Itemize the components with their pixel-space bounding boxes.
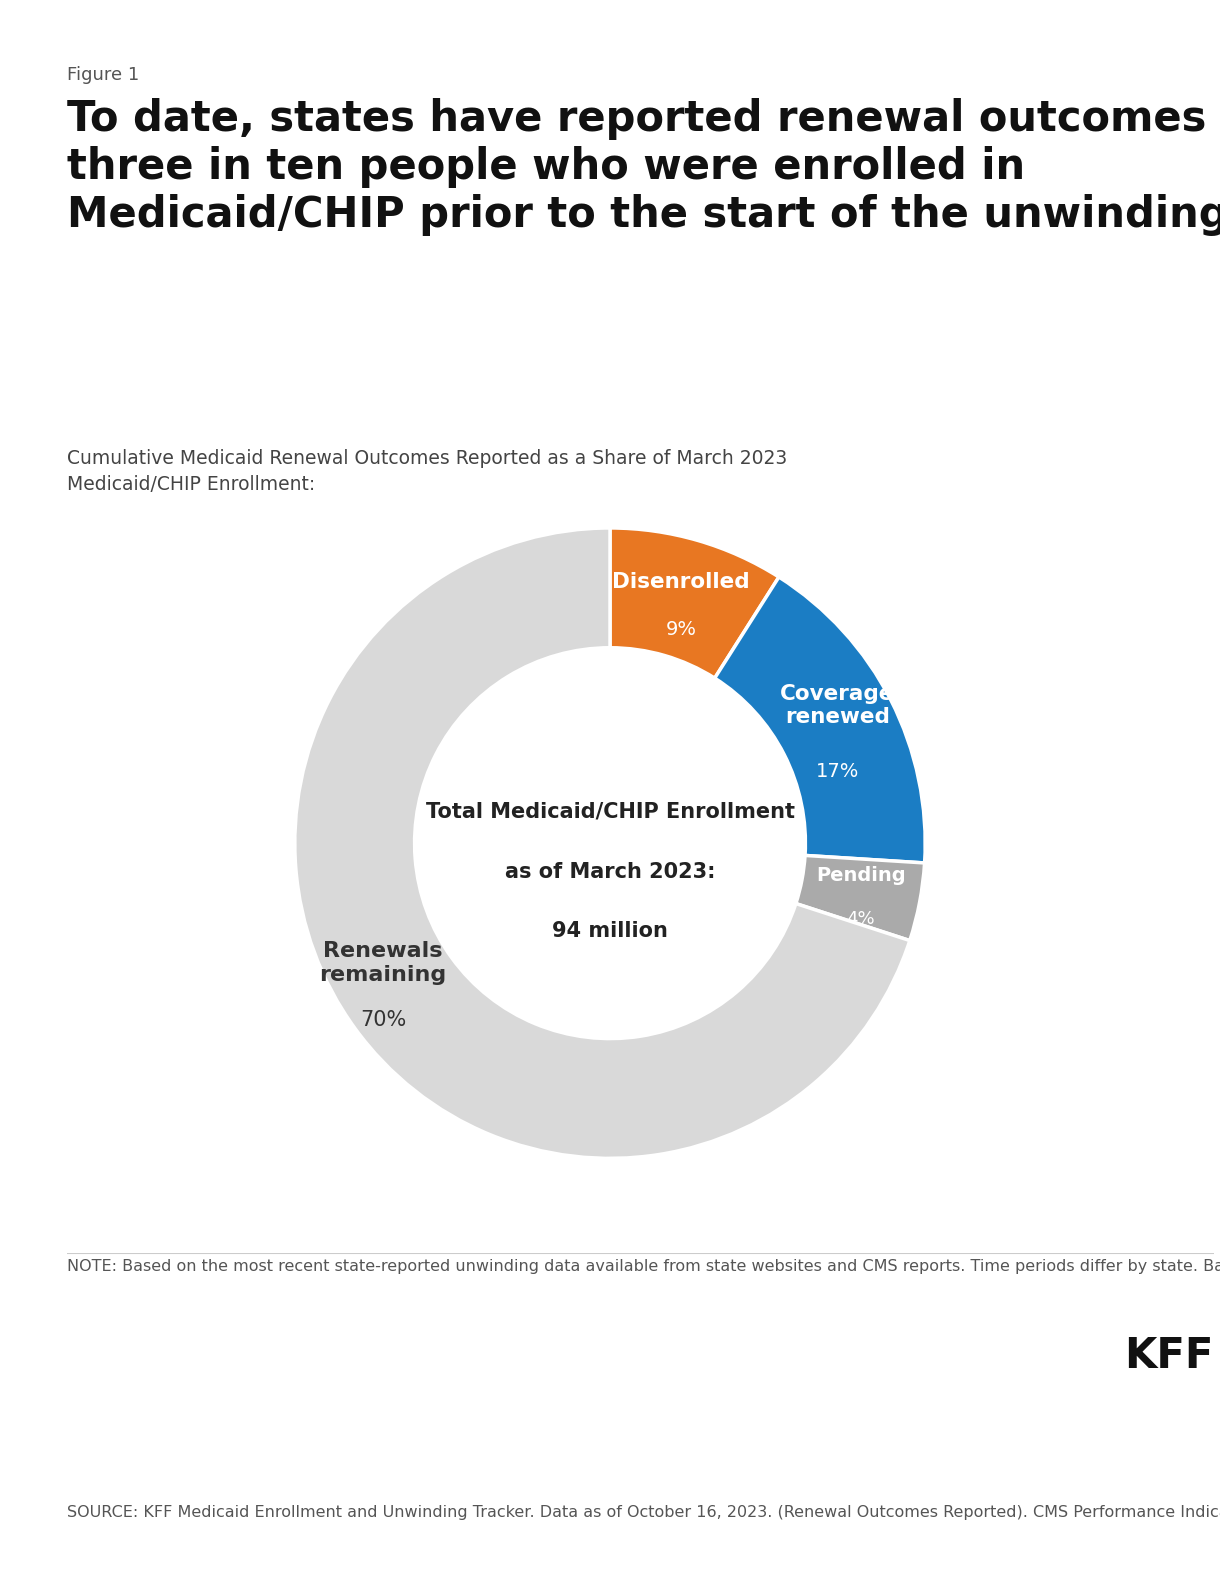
Text: 17%: 17% (816, 761, 859, 780)
Text: 94 million: 94 million (553, 922, 667, 941)
Wedge shape (610, 528, 778, 678)
Text: Cumulative Medicaid Renewal Outcomes Reported as a Share of March 2023
Medicaid/: Cumulative Medicaid Renewal Outcomes Rep… (67, 449, 787, 493)
Text: 9%: 9% (666, 619, 697, 638)
Text: Renewals
remaining: Renewals remaining (320, 941, 447, 985)
Text: SOURCE: KFF Medicaid Enrollment and Unwinding Tracker. Data as of October 16, 20: SOURCE: KFF Medicaid Enrollment and Unwi… (67, 1505, 1220, 1519)
Text: Disenrolled: Disenrolled (612, 572, 750, 593)
Text: Figure 1: Figure 1 (67, 66, 139, 84)
Text: KFF: KFF (1125, 1335, 1214, 1377)
Text: NOTE: Based on the most recent state-reported unwinding data available from stat: NOTE: Based on the most recent state-rep… (67, 1259, 1220, 1275)
Text: Coverage
renewed: Coverage renewed (781, 684, 894, 727)
Wedge shape (295, 528, 910, 1158)
Wedge shape (795, 856, 925, 941)
Text: 70%: 70% (360, 1010, 406, 1029)
Wedge shape (715, 577, 925, 864)
Text: 4%: 4% (847, 911, 875, 928)
Text: To date, states have reported renewal outcomes for
three in ten people who were : To date, states have reported renewal ou… (67, 98, 1220, 235)
Text: Total Medicaid/CHIP Enrollment: Total Medicaid/CHIP Enrollment (426, 802, 794, 821)
Text: as of March 2023:: as of March 2023: (505, 862, 715, 881)
Text: Pending: Pending (816, 865, 905, 884)
